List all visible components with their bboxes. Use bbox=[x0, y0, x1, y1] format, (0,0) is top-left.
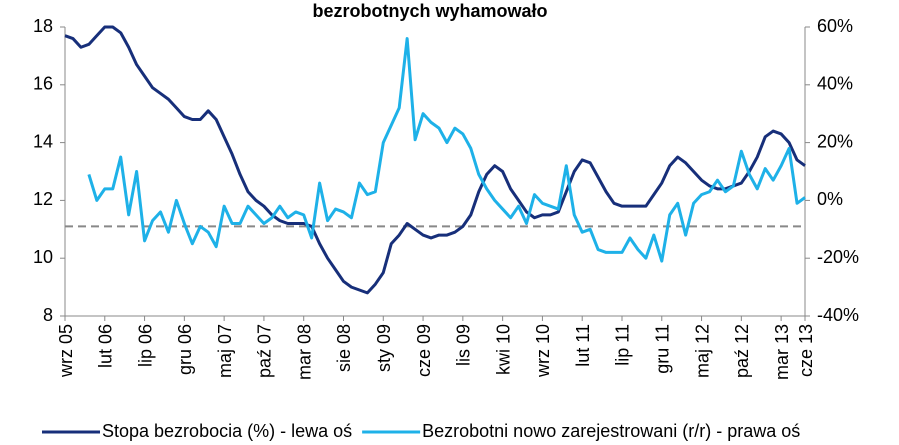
x-tick-label: maj 12 bbox=[692, 324, 712, 378]
x-tick-label: lut 11 bbox=[573, 324, 593, 367]
x-tick-label: lip 11 bbox=[613, 324, 633, 366]
x-tick-label: lis 09 bbox=[454, 324, 474, 366]
x-tick-label: kwi 10 bbox=[493, 324, 513, 375]
y-tick-label: 10 bbox=[33, 247, 53, 267]
x-tick-label: mar 08 bbox=[294, 324, 314, 380]
x-tick-label: cze 13 bbox=[796, 324, 816, 377]
x-tick-label: lip 06 bbox=[135, 324, 155, 367]
y-tick-label: 18 bbox=[33, 16, 53, 36]
y2-tick-label: -40% bbox=[817, 305, 859, 325]
x-tick-label: paź 07 bbox=[255, 324, 275, 378]
y2-tick-label: 0% bbox=[817, 189, 843, 209]
series-line bbox=[87, 37, 806, 263]
chart-title: bezrobotnych wyhamowało bbox=[312, 1, 547, 21]
legend-label: Bezrobotni nowo zarejestrowani (r/r) - p… bbox=[422, 421, 800, 441]
x-tick-label: paź 12 bbox=[732, 324, 752, 378]
y-tick-label: 16 bbox=[33, 74, 53, 94]
y2-tick-label: -20% bbox=[817, 247, 859, 267]
x-tick-label: gru 06 bbox=[175, 324, 195, 375]
x-tick-label: wrz 05 bbox=[56, 324, 76, 378]
y2-tick-label: 60% bbox=[817, 16, 853, 36]
y-tick-label: 12 bbox=[33, 189, 53, 209]
y2-tick-label: 20% bbox=[817, 131, 853, 151]
x-tick-label: sie 08 bbox=[334, 324, 354, 372]
x-tick-label: wrz 10 bbox=[533, 324, 553, 378]
x-tick-label: cze 09 bbox=[414, 324, 434, 377]
y-tick-label: 8 bbox=[43, 305, 53, 325]
legend-label: Stopa bezrobocia (%) - lewa oś bbox=[102, 421, 352, 441]
x-tick-label: maj 07 bbox=[215, 324, 235, 378]
x-tick-label: sty 09 bbox=[374, 324, 394, 372]
x-tick-label: lut 06 bbox=[96, 324, 116, 368]
x-tick-label: mar 13 bbox=[772, 324, 792, 380]
y-tick-label: 14 bbox=[33, 131, 53, 151]
x-tick-label: gru 11 bbox=[653, 324, 673, 374]
y2-tick-label: 40% bbox=[817, 74, 853, 94]
series-line bbox=[64, 25, 806, 295]
